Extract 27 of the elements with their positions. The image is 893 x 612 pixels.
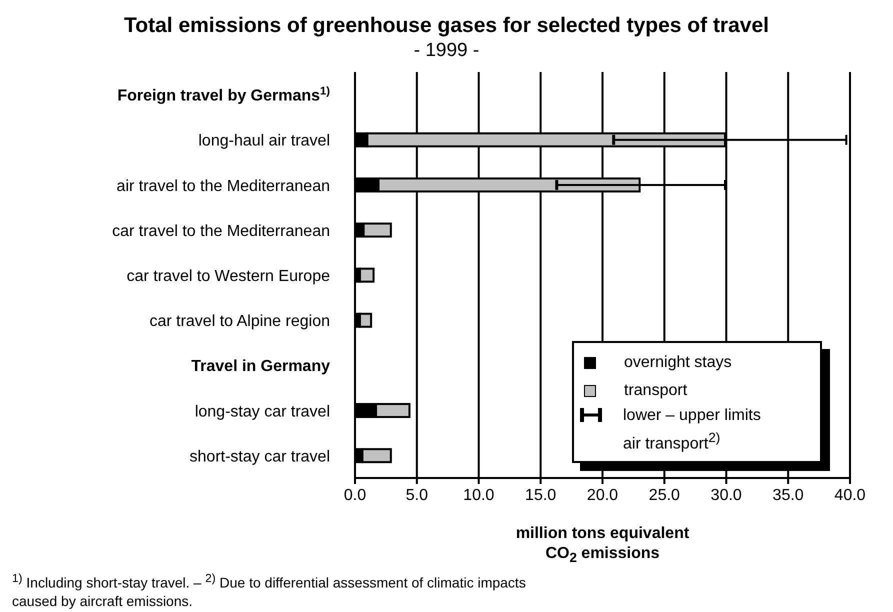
- y-tick-label: Foreign travel by Germans$^{1)}$: [117, 86, 330, 105]
- y-tick-label: Travel in Germany: [191, 358, 330, 376]
- legend-label: overnight stays: [624, 354, 732, 372]
- x-tick-label: 15.0: [525, 487, 556, 504]
- y-tick-label: air travel to the Mediterranean: [116, 178, 330, 195]
- x-tick-label: 20.0: [586, 487, 618, 504]
- x-tick-label: 10.0: [463, 487, 494, 504]
- y-tick-label: car travel to Western Europe: [126, 268, 330, 285]
- x-tick-label: 0.0: [344, 487, 366, 504]
- y-tick-label: long-stay car travel: [194, 403, 330, 420]
- bar: [358, 312, 372, 328]
- x-tick-label: 35.0: [772, 487, 804, 504]
- x-tick-label: 40.0: [834, 487, 866, 504]
- x-tick-label: 5.0: [406, 487, 428, 504]
- text: $^{1)}$ Including short-stay travel. – $^{2)}$ Due to differential assessment of climatic impacts caused by aircraft emissions.: [12, 572, 526, 609]
- y-tick-label: short-stay car travel: [190, 448, 330, 466]
- y-tick-label: car travel to Alpine region: [149, 313, 330, 330]
- chart-subtitle: - 1999 -: [412, 40, 480, 62]
- bar: [358, 268, 375, 283]
- annotation: lower – upper limits air transport$^{2)}$: [623, 406, 762, 454]
- x-axis-title: million tons equivalent CO$_{2}$ emissions: [514, 524, 690, 568]
- x-tick-label: 30.0: [710, 487, 742, 504]
- legend-label: transport: [624, 382, 688, 400]
- chart-title: Total emissions of greenhouse gases for selected types of travel: [123, 14, 770, 38]
- y-tick-label: car travel to the Mediterranean: [112, 222, 330, 240]
- x-tick-label: 25.0: [648, 487, 680, 504]
- y-tick-label: long-haul air travel: [198, 132, 330, 150]
